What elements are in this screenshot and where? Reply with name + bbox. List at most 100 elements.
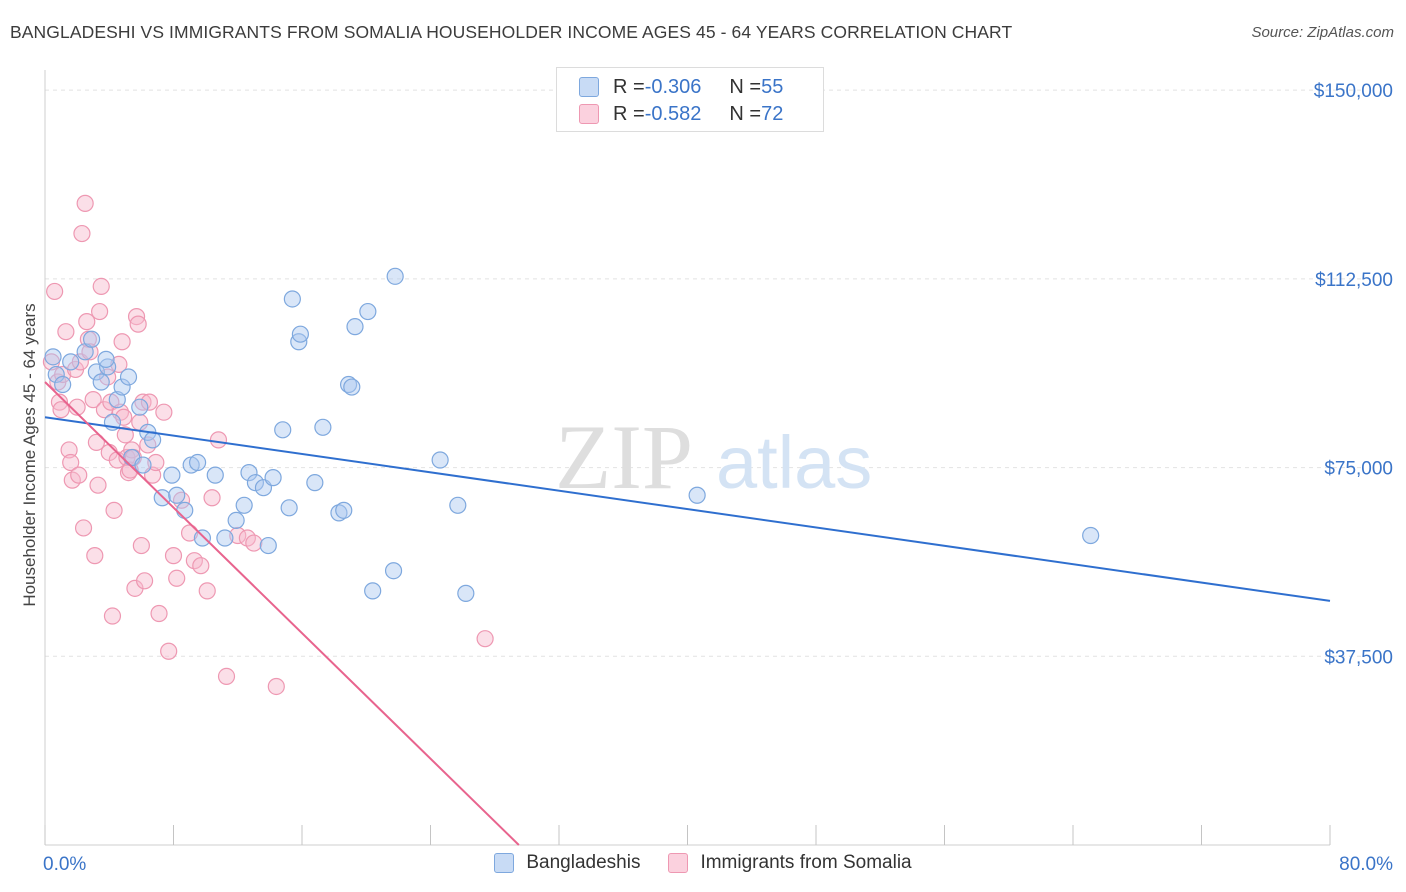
bangladeshi-point	[386, 267, 404, 285]
stats-n-value: 72	[761, 102, 784, 125]
watermark: ZIP atlas	[555, 406, 872, 508]
series-somalia-points	[42, 194, 494, 696]
stats-row-somalia: R = -0.582 N = 72	[579, 101, 783, 127]
bangladeshi-point	[227, 511, 245, 530]
somalia-point	[192, 557, 210, 575]
legend-item-somalia[interactable]: Immigrants from Somalia	[668, 852, 912, 874]
y-axis-title: Householder Income Ages 45 - 64 years	[20, 303, 39, 607]
somalia-point	[110, 355, 128, 373]
x-tick-label: 0.0%	[43, 854, 86, 875]
bangladeshi-point	[176, 501, 194, 519]
somalia-point	[147, 453, 165, 472]
grid-lines	[45, 89, 1365, 657]
bangladeshi-point	[259, 536, 277, 555]
somalia-point	[180, 524, 199, 542]
somalia-point	[62, 453, 80, 472]
bangladeshi-point	[431, 451, 449, 469]
somalia-point	[203, 489, 221, 507]
bangladeshi-point	[240, 463, 258, 482]
bangladeshi-point	[119, 368, 138, 386]
somalia-point	[164, 547, 183, 565]
somalia-point	[135, 572, 154, 590]
somalia-point	[267, 677, 285, 696]
bangladeshi-point	[134, 456, 152, 474]
somalia-point	[78, 313, 96, 331]
legend-swatch-blue	[494, 853, 515, 873]
bangladeshi-point	[1082, 526, 1100, 545]
bangladeshi-point	[688, 486, 706, 504]
axes	[44, 70, 1331, 846]
bangladeshi-point	[343, 378, 361, 396]
stats-n-label: N =	[729, 75, 762, 98]
somalia-point	[229, 526, 247, 545]
chart-title: BANGLADESHI VS IMMIGRANTS FROM SOMALIA H…	[10, 22, 1013, 42]
bangladeshi-point	[449, 496, 467, 514]
somalia-point	[92, 277, 110, 295]
legend-swatch-pink	[668, 853, 689, 873]
somalia-point	[46, 282, 64, 301]
bangladeshi-point	[346, 318, 364, 336]
legend-label-bangladeshis: Bangladeshis	[526, 852, 641, 873]
somalia-point	[160, 642, 178, 660]
somalia-point	[168, 569, 186, 587]
somalia-point	[150, 604, 168, 623]
stats-r-value: -0.306	[644, 75, 702, 98]
bangladeshi-point	[291, 325, 309, 343]
somalia-point	[86, 547, 104, 565]
y-tick-label: $75,000	[1324, 459, 1393, 480]
bangladeshi-point	[131, 398, 149, 416]
stats-r-label: R =	[613, 75, 645, 98]
somalia-point	[74, 519, 93, 537]
bangladeshi-point	[188, 453, 207, 472]
bangladeshi-point	[384, 562, 403, 580]
bangladeshi-point	[335, 501, 353, 519]
bangladeshi-point	[330, 504, 348, 522]
bangladeshi-point	[62, 353, 80, 371]
bangladeshi-point	[47, 365, 65, 384]
somalia-point	[209, 431, 228, 449]
bangladeshi-point	[306, 474, 324, 492]
somalia-point	[476, 630, 494, 648]
chart-legend: Bangladeshis Immigrants from Somalia	[0, 852, 1406, 874]
bangladeshi-point	[82, 330, 101, 348]
bangladeshi-point	[206, 466, 224, 484]
tick-labels: $37,500 $75,000 $112,500 $150,000 0.0% 80.0%	[43, 81, 1393, 875]
stats-row-bangladeshi: R = -0.306 N = 55	[579, 74, 783, 100]
somalia-point	[129, 315, 147, 333]
stats-n-value: 55	[761, 75, 784, 98]
bangladeshi-point	[274, 421, 292, 439]
bangladeshi-point	[193, 529, 212, 547]
bangladeshi-trendline	[44, 416, 1331, 602]
somalia-point	[60, 441, 78, 459]
somalia-point	[103, 607, 122, 625]
somalia-point	[139, 436, 157, 454]
bangladeshi-point	[264, 469, 282, 487]
somalia-point	[121, 461, 139, 479]
source-label: Source: ZipAtlas.com	[1251, 24, 1394, 41]
trendlines	[44, 381, 1331, 846]
bangladeshi-point	[359, 302, 377, 321]
somalia-point	[115, 408, 133, 426]
y-tick-label: $150,000	[1314, 81, 1393, 102]
bangladeshi-point	[364, 582, 382, 600]
stats-swatch-blue	[579, 77, 599, 97]
stats-n-label: N =	[729, 102, 762, 125]
bangladeshi-point	[339, 375, 358, 394]
bangladeshi-point	[44, 348, 62, 366]
watermark-atlas: atlas	[716, 421, 872, 504]
legend-item-bangladeshis[interactable]: Bangladeshis	[494, 852, 640, 874]
bangladeshi-point	[113, 378, 131, 396]
somalia-point	[105, 501, 123, 519]
legend-label-somalia: Immigrants from Somalia	[700, 852, 912, 873]
somalia-point	[91, 302, 109, 321]
stats-r-label: R =	[613, 102, 645, 125]
somalia-point	[140, 393, 159, 411]
somalia-point	[134, 393, 152, 411]
somalia-point	[54, 365, 72, 384]
bangladeshi-point	[457, 584, 475, 602]
somalia-point	[87, 433, 106, 452]
stats-r-value: -0.582	[644, 102, 702, 125]
bangladeshi-point	[216, 529, 234, 547]
somalia-point	[84, 391, 102, 409]
